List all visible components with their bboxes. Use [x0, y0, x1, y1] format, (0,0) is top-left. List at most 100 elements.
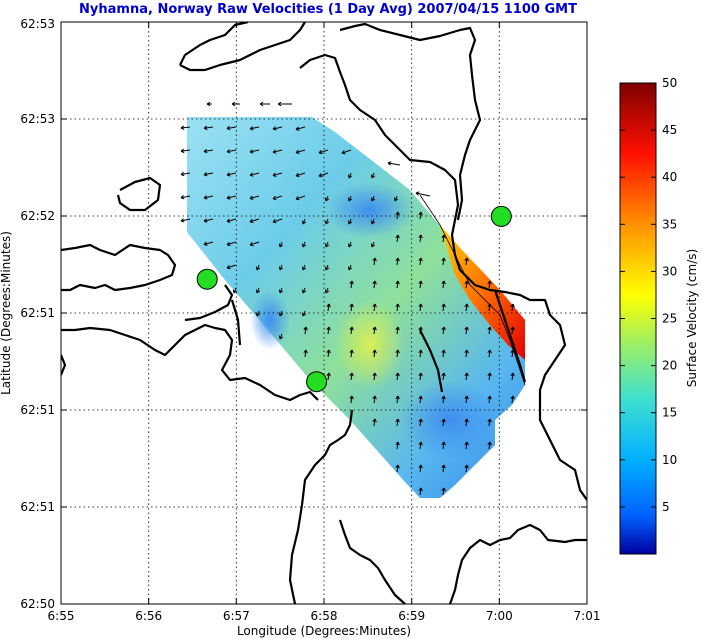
velocity-vector: [441, 464, 446, 473]
velocity-vector: [301, 287, 307, 294]
velocity-vector: [418, 395, 423, 404]
velocity-vector: [226, 195, 237, 200]
colorbar-ticks: 5 10 15 20 25 30 35 40 45 50: [620, 76, 677, 514]
velocity-vector: [226, 172, 237, 177]
velocity-vector: [278, 264, 284, 271]
y-tick-label: 62:51: [20, 500, 55, 514]
velocity-vector: [464, 395, 469, 404]
velocity-vector: [203, 218, 214, 223]
colorbar: 5 10 15 20 25 30 35 40 45 50 Surface Velocity (cm…: [619, 76, 699, 555]
velocity-vector: [395, 234, 400, 243]
velocity-vector: [418, 418, 423, 427]
velocity-vector: [324, 241, 330, 248]
velocity-vector: [372, 349, 377, 358]
velocity-vector: [326, 372, 331, 381]
velocity-vector: [441, 349, 446, 358]
velocity-vector: [203, 148, 214, 154]
tick-marks: [61, 22, 587, 604]
x-tick-label: 6:59: [398, 609, 425, 623]
colorbar-tick-label: 40: [662, 170, 677, 184]
velocity-vector: [487, 326, 492, 335]
velocity-vector: [487, 349, 492, 358]
radar-site-marker: [196, 268, 218, 290]
velocity-vector: [347, 218, 353, 225]
velocity-vector: [464, 326, 469, 335]
velocity-vector: [370, 172, 376, 179]
y-tick-label: 62:51: [20, 403, 55, 417]
colorbar-tick-label: 45: [662, 123, 677, 137]
high-velocity-zone: [440, 225, 525, 360]
velocity-vector: [226, 241, 237, 247]
velocity-vector: [272, 149, 283, 154]
velocity-vector: [441, 257, 446, 266]
velocity-vector: [272, 172, 283, 177]
velocity-vector: [206, 101, 212, 107]
velocity-vector: [295, 149, 306, 154]
velocity-vector: [372, 303, 377, 312]
plot-area: [61, 22, 587, 604]
x-tick-label: 6:57: [223, 609, 250, 623]
y-tick-label: 62:53: [20, 112, 55, 126]
velocity-vector: [349, 326, 354, 335]
y-tick-labels: 62:50 62:51 62:51 62:51 62:52 62:53 62:5…: [20, 17, 55, 611]
velocity-vector: [370, 218, 376, 225]
x-tick-labels: 6:55 6:56 6:57 6:58 6:59 7:00 7:01: [48, 609, 601, 623]
velocity-vector: [203, 195, 214, 200]
velocity-vector: [349, 349, 354, 358]
velocity-vector: [441, 326, 446, 335]
velocity-vector: [418, 211, 423, 220]
velocity-vector: [301, 218, 307, 225]
velocity-vector: [441, 280, 446, 289]
colorbar-tick-label: 15: [662, 406, 677, 420]
velocity-vector: [232, 287, 238, 294]
velocity-vector: [347, 172, 353, 179]
low-velocity-zone: [325, 182, 415, 238]
x-tick-label: 6:56: [135, 609, 162, 623]
velocity-vector: [415, 191, 431, 197]
velocity-vector: [255, 310, 261, 317]
velocity-vector: [395, 395, 400, 404]
velocity-vector: [203, 125, 214, 131]
velocity-vector: [418, 257, 423, 266]
velocity-vector: [487, 418, 492, 427]
colorbar-tick-label: 30: [662, 264, 677, 278]
velocity-vector: [372, 395, 377, 404]
velocity-vector: [487, 441, 492, 450]
velocity-vector: [370, 195, 376, 202]
colorbar-tick-label: 25: [662, 312, 677, 326]
velocity-vector: [231, 101, 240, 107]
velocity-vector: [441, 441, 446, 450]
x-tick-label: 6:55: [48, 609, 75, 623]
velocity-vector: [255, 264, 261, 271]
velocity-vector: [372, 257, 377, 266]
velocity-vector: [418, 326, 423, 335]
velocity-vector: [295, 172, 306, 178]
chart-title: Nyhamna, Norway Raw Velocities (1 Day Av…: [79, 2, 577, 17]
velocity-vector: [487, 303, 492, 312]
velocity-vector: [180, 125, 191, 130]
y-tick-label: 62:52: [20, 209, 55, 223]
y-tick-label: 62:51: [20, 306, 55, 320]
velocity-vector: [249, 241, 260, 247]
velocity-vector: [464, 257, 469, 266]
velocity-vector: [487, 372, 492, 381]
velocity-vector: [347, 264, 353, 271]
velocity-vector: [259, 101, 270, 107]
velocity-vector: [272, 126, 283, 131]
velocity-vector: [418, 303, 423, 312]
velocity-vector: [395, 326, 400, 335]
velocity-vector: [226, 218, 237, 223]
velocity-vector: [324, 264, 330, 271]
velocity-vector: [249, 126, 260, 131]
velocity-vector: [301, 264, 307, 271]
velocity-vector: [326, 349, 331, 358]
velocity-vector: [395, 372, 400, 381]
velocity-vector: [464, 441, 469, 450]
velocity-vector: [395, 464, 400, 473]
radar-site-marker: [490, 205, 512, 227]
velocity-vector: [277, 101, 292, 107]
velocity-vector: [278, 287, 284, 294]
velocity-vector: [303, 349, 308, 358]
moderate-velocity-zone: [335, 300, 405, 390]
